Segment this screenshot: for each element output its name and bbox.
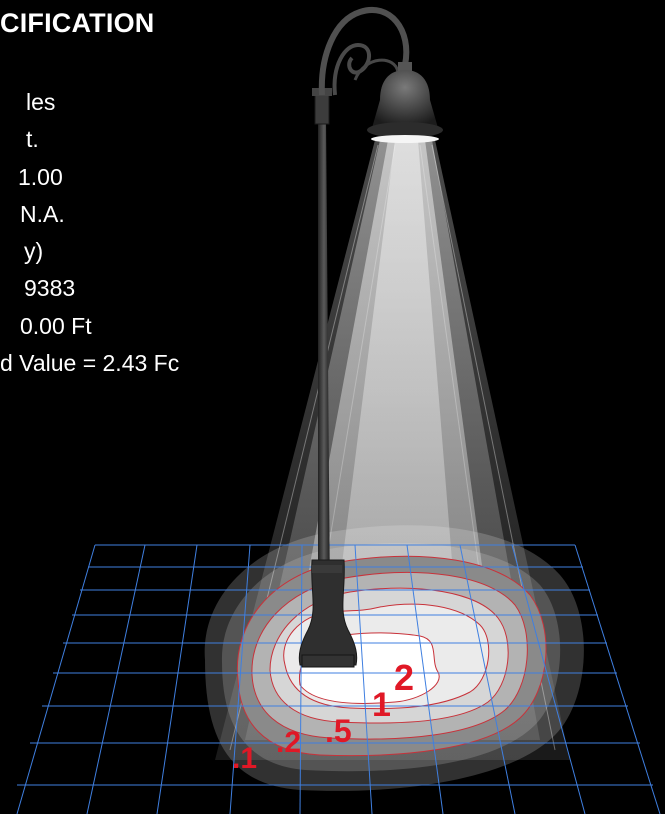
contour-label-0.5: .5	[325, 713, 352, 749]
contour-label-1: 1	[372, 686, 391, 724]
spec-line-8: d Value = 2.43 Fc	[0, 350, 180, 377]
spec-line-7: 0.00 Ft	[20, 312, 92, 339]
spec-line-6: 9383	[24, 275, 76, 302]
spec-line-3: 1.00	[18, 163, 63, 190]
spec-title: CIFICATION	[0, 8, 155, 38]
spec-line-1: les	[26, 89, 56, 115]
contour-label-0.1: .1	[232, 742, 257, 775]
contour-labels: .1 .2 .5 1 2	[232, 657, 414, 775]
ground-grid	[16, 544, 661, 814]
contour-label-2: 2	[394, 657, 414, 698]
contour-label-0.2: .2	[276, 726, 301, 759]
spec-line-5: y)	[24, 238, 44, 265]
lamp-post	[298, 7, 443, 668]
spec-line-4: N.A.	[20, 200, 65, 227]
spec-list: les t. 1.00 N.A. y) 9383 0.00 Ft d Value…	[0, 84, 179, 382]
spec-line-2: t.	[26, 126, 39, 153]
